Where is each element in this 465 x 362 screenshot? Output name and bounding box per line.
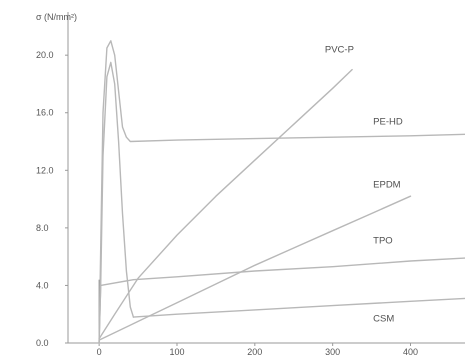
axes (65, 12, 465, 346)
series-label-epdm: EPDM (373, 180, 401, 191)
y-tick-label: 4.0 (36, 280, 49, 290)
series-label-pe-hd: PE-HD (373, 116, 403, 127)
series-line-pe-hd (98, 40, 465, 344)
series-layer (98, 40, 465, 344)
x-tick-label: 200 (247, 347, 262, 357)
series-line-epdm (98, 195, 412, 341)
y-tick-label: 8.0 (36, 223, 49, 233)
y-tick-label: 16.0 (36, 108, 54, 118)
series-labels: PVC-P PE-HD EPDM TPO CSM (325, 44, 403, 324)
series-line-unlabeled (132, 297, 465, 318)
series-line-tpo (98, 61, 135, 344)
x-tick-label: 300 (325, 347, 340, 357)
series-label-csm: CSM (373, 313, 394, 324)
x-tick-label: 400 (403, 347, 418, 357)
x-tick-label: 100 (169, 347, 184, 357)
series-label-pvc-p: PVC-P (325, 44, 354, 55)
x-tick-label: 0 (97, 347, 102, 357)
tick-labels: 0.0 4.0 8.0 12.0 16.0 20.0 0 100 200 300 400 (36, 50, 418, 357)
y-axis-title: σ (N/mm²) (36, 12, 77, 22)
series-label-tpo: TPO (373, 236, 393, 247)
y-tick-label: 20.0 (36, 50, 54, 60)
y-tick-label: 0.0 (36, 338, 49, 348)
series-line-csm (98, 257, 465, 344)
y-tick-label: 12.0 (36, 165, 54, 175)
series-line-pvc-p (98, 68, 353, 340)
